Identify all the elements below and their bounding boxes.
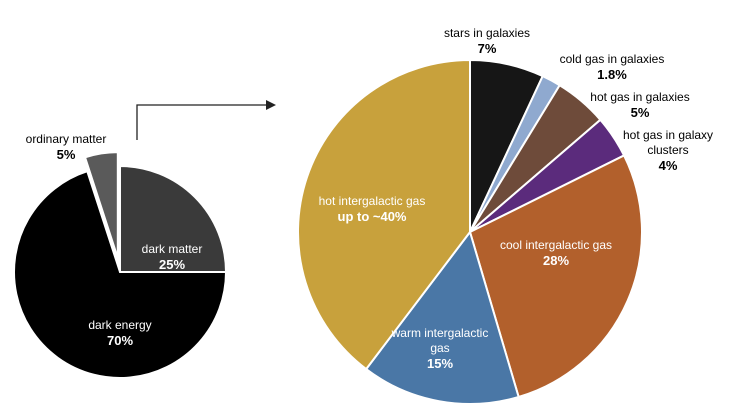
pie-slice [468, 154, 643, 399]
value-label: 5% [630, 105, 650, 120]
slice-label: dark matter 25% [127, 242, 217, 272]
slice-label: hot intergalactic gas up to ~40% [307, 194, 437, 224]
value-label: 28% [542, 253, 570, 268]
category-label: cold gas in galaxies [559, 52, 665, 66]
value-label: up to ~40% [337, 209, 407, 224]
category-label: stars in galaxies [443, 26, 531, 40]
slice-label: cold gas in galaxies 1.8% [542, 52, 682, 82]
category-label: dark energy [88, 318, 152, 332]
value-label: 4% [658, 158, 678, 173]
value-label: 15% [426, 356, 454, 371]
value-label: 25% [158, 257, 186, 272]
value-label: 70% [106, 333, 134, 348]
pie-slice [13, 169, 228, 379]
slice-label: ordinary matter 5% [11, 132, 121, 162]
category-label: hot gas in galaxies [590, 90, 690, 104]
category-label: warm intergalactic gas [391, 326, 489, 355]
value-label: 1.8% [597, 67, 627, 82]
pie-slice [83, 151, 119, 259]
slice-label: hot gas in galaxy clusters 4% [613, 128, 723, 173]
value-label: 7% [477, 41, 497, 56]
connector-arrow [136, 100, 276, 140]
category-label: hot intergalactic gas [318, 194, 426, 208]
slice-label: cool intergalactic gas 28% [486, 238, 626, 268]
pie-slice [119, 164, 228, 273]
value-label: 5% [56, 147, 76, 162]
slice-label: hot gas in galaxies 5% [575, 90, 705, 120]
slice-label: dark energy 70% [70, 318, 170, 348]
slice-label: warm intergalactic gas 15% [385, 326, 495, 371]
slice-label: stars in galaxies 7% [427, 26, 547, 56]
pie-slice [297, 58, 471, 371]
category-label: cool intergalactic gas [499, 238, 613, 252]
category-label: ordinary matter [25, 132, 107, 146]
category-label: hot gas in galaxy clusters [622, 128, 714, 157]
pie-slice [364, 229, 520, 405]
category-label: dark matter [141, 242, 203, 256]
